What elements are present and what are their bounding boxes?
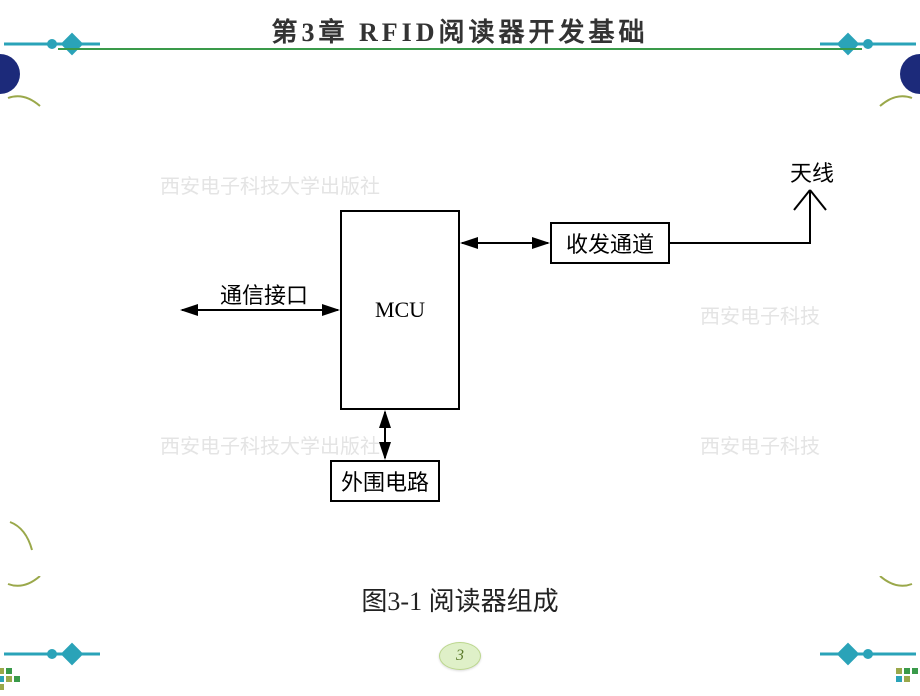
diagram-connectors (150, 150, 850, 520)
page-number-badge: 3 (439, 642, 481, 670)
title-underline (58, 48, 862, 50)
decor-mid-left (6, 520, 36, 560)
diagram-area: MCU 收发通道 外围电路 通信接口 天线 (150, 150, 850, 520)
page-title: 第3章 RFID阅读器开发基础 (0, 12, 920, 49)
figure-caption: 图3-1 阅读器组成 (0, 581, 920, 618)
